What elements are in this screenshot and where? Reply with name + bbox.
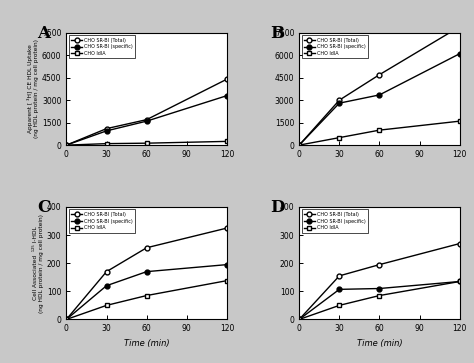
CHO ldlA (457, 119, 463, 123)
CHO SR-BI (specific) (144, 269, 149, 274)
Line: CHO SR-BI (Total): CHO SR-BI (Total) (297, 24, 462, 147)
CHO ldlA (64, 143, 69, 147)
CHO SR-BI (specific) (337, 101, 342, 105)
CHO SR-BI (specific) (377, 286, 383, 291)
CHO ldlA (144, 141, 149, 145)
Legend: CHO SR-BI (Total), CHO SR-BI (specific), CHO ldlA: CHO SR-BI (Total), CHO SR-BI (specific),… (69, 35, 135, 58)
CHO SR-BI (specific) (377, 93, 383, 97)
CHO SR-BI (Total) (104, 269, 109, 274)
CHO SR-BI (Total) (64, 317, 69, 322)
Line: CHO ldlA: CHO ldlA (64, 139, 229, 147)
CHO SR-BI (Total) (64, 143, 69, 147)
CHO SR-BI (Total) (296, 317, 302, 322)
CHO SR-BI (Total) (337, 274, 342, 278)
CHO SR-BI (Total) (377, 73, 383, 77)
CHO SR-BI (Total) (457, 241, 463, 246)
Line: CHO ldlA: CHO ldlA (297, 279, 462, 322)
Text: A: A (37, 25, 50, 42)
Line: CHO ldlA: CHO ldlA (64, 278, 229, 322)
Line: CHO SR-BI (specific): CHO SR-BI (specific) (297, 279, 462, 322)
CHO ldlA (296, 317, 302, 322)
Line: CHO SR-BI (Total): CHO SR-BI (Total) (64, 77, 229, 147)
CHO ldlA (457, 279, 463, 284)
CHO ldlA (144, 293, 149, 298)
Line: CHO SR-BI (specific): CHO SR-BI (specific) (64, 93, 229, 147)
CHO ldlA (377, 293, 383, 298)
Y-axis label: Apparent [ ³H] CE HDL Uptake
(ng HDL protein / mg cell protein): Apparent [ ³H] CE HDL Uptake (ng HDL pro… (27, 40, 39, 138)
CHO SR-BI (Total) (296, 143, 302, 147)
Line: CHO SR-BI (specific): CHO SR-BI (specific) (64, 262, 229, 322)
CHO SR-BI (Total) (224, 77, 230, 81)
CHO ldlA (104, 303, 109, 307)
Text: C: C (37, 199, 51, 216)
CHO ldlA (377, 128, 383, 132)
CHO SR-BI (specific) (457, 52, 463, 56)
CHO SR-BI (Total) (224, 226, 230, 230)
CHO SR-BI (specific) (224, 93, 230, 98)
CHO ldlA (337, 135, 342, 140)
CHO SR-BI (specific) (104, 284, 109, 288)
CHO ldlA (337, 303, 342, 307)
Legend: CHO SR-BI (Total), CHO SR-BI (specific), CHO ldlA: CHO SR-BI (Total), CHO SR-BI (specific),… (301, 209, 368, 233)
CHO SR-BI (Total) (377, 262, 383, 267)
CHO ldlA (224, 278, 230, 283)
Text: B: B (270, 25, 284, 42)
Legend: CHO SR-BI (Total), CHO SR-BI (specific), CHO ldlA: CHO SR-BI (Total), CHO SR-BI (specific),… (69, 209, 135, 233)
CHO SR-BI (Total) (104, 126, 109, 131)
X-axis label: Time (min): Time (min) (124, 339, 170, 348)
CHO SR-BI (specific) (296, 143, 302, 147)
CHO SR-BI (Total) (337, 98, 342, 102)
Legend: CHO SR-BI (Total), CHO SR-BI (specific), CHO ldlA: CHO SR-BI (Total), CHO SR-BI (specific),… (301, 35, 368, 58)
X-axis label: Time (min): Time (min) (356, 339, 402, 348)
CHO ldlA (296, 143, 302, 147)
CHO SR-BI (specific) (296, 317, 302, 322)
CHO SR-BI (Total) (457, 24, 463, 29)
Line: CHO SR-BI (specific): CHO SR-BI (specific) (297, 51, 462, 147)
CHO SR-BI (specific) (337, 287, 342, 291)
CHO SR-BI (specific) (104, 129, 109, 133)
CHO SR-BI (specific) (64, 143, 69, 147)
Text: D: D (270, 199, 285, 216)
Line: CHO SR-BI (Total): CHO SR-BI (Total) (297, 241, 462, 322)
CHO SR-BI (specific) (224, 262, 230, 267)
CHO SR-BI (Total) (144, 245, 149, 250)
Line: CHO ldlA: CHO ldlA (297, 119, 462, 147)
Y-axis label: Cell Associated  ¹²⁵ I-HDL
(ng HDL protein / mg cell protein): Cell Associated ¹²⁵ I-HDL (ng HDL protei… (33, 214, 44, 313)
CHO ldlA (64, 317, 69, 322)
CHO SR-BI (Total) (144, 118, 149, 122)
CHO SR-BI (specific) (457, 279, 463, 284)
Line: CHO SR-BI (Total): CHO SR-BI (Total) (64, 226, 229, 322)
CHO SR-BI (specific) (144, 119, 149, 123)
CHO SR-BI (specific) (64, 317, 69, 322)
CHO ldlA (104, 142, 109, 146)
CHO ldlA (224, 139, 230, 143)
